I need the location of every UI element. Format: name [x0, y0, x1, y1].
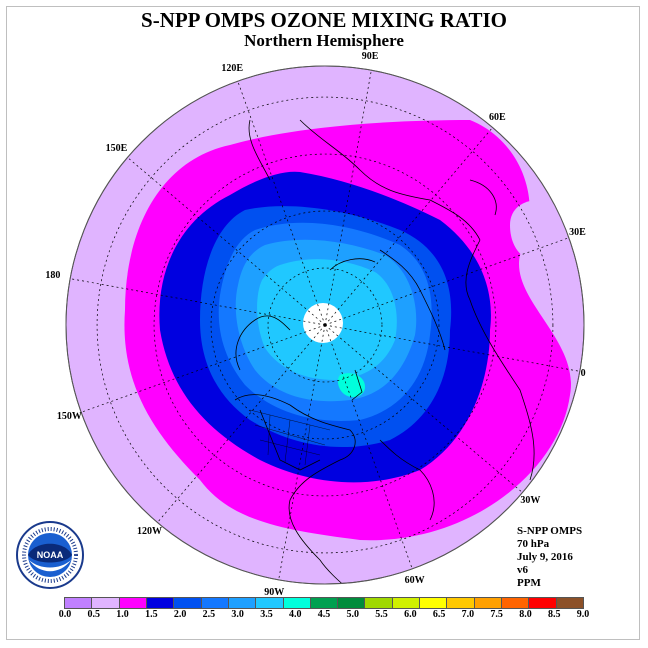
map-subtitle: Northern Hemisphere — [244, 31, 404, 50]
colorbar-tick-label: 8.0 — [519, 609, 532, 620]
polar-no-data — [303, 303, 343, 343]
latitude-circle — [96, 96, 554, 554]
info-date: July 9, 2016 — [517, 551, 573, 563]
meridian-line — [81, 324, 326, 413]
info-version: v6 — [517, 564, 528, 576]
colorbar-tick-label: 3.0 — [231, 609, 244, 620]
meridian-line — [237, 81, 326, 326]
colorbar-tick-label: 9.0 — [576, 609, 590, 620]
info-product: S-NPP OMPS — [517, 525, 583, 537]
coastlines — [234, 119, 535, 584]
longitude-label: 90W — [264, 586, 285, 598]
longitude-label: 30E — [569, 227, 586, 239]
meridian-line — [324, 127, 493, 326]
colorbar-tick-label: 1.5 — [145, 609, 158, 620]
colorbar-ticks: 0.0 0.5 1.0 1.5 2.0 2.5 3.0 3.5 4.0 4.5 5.0 5.5 6.0 6… — [0, 609, 648, 623]
colorbar-tick-label: 5.5 — [375, 609, 388, 620]
longitude-label: 150E — [105, 143, 128, 155]
meridian-line — [157, 324, 326, 523]
colorbar-tick-label: 3.5 — [260, 609, 273, 620]
longitude-label: 120E — [221, 62, 244, 74]
longitude-label: 120W — [137, 526, 163, 538]
latitude-circle — [267, 267, 383, 383]
colorbar-swatch — [256, 598, 284, 608]
meridian-line — [127, 157, 326, 326]
longitude-label: 180 — [45, 270, 61, 282]
colorbar-swatch — [392, 598, 421, 608]
map-title: S-NPP OMPS OZONE MIXING RATIO — [141, 8, 507, 32]
colorbar-swatch — [283, 598, 311, 608]
info-level: 70 hPa — [517, 538, 550, 550]
longitude-label: 60E — [488, 111, 506, 123]
colorbar-swatch — [119, 598, 147, 608]
graticule — [70, 70, 580, 580]
info-block: S-NPP OMPS 70 hPa July 9, 2016 v6 PPM — [517, 525, 582, 590]
colorbar-swatch — [201, 598, 229, 608]
meridian-line — [278, 324, 326, 580]
colorbar-tick-label: 0.0 — [58, 609, 72, 620]
colorbar-tick-label: 5.0 — [346, 609, 360, 620]
colorbar-tick-label: 2.0 — [173, 609, 187, 620]
colorbar-swatch — [310, 598, 339, 608]
latitude-circle — [210, 210, 440, 440]
meridian-line — [324, 324, 580, 372]
colorbar-swatch — [556, 598, 583, 608]
colorbar-swatch — [365, 598, 393, 608]
longitude-label: 60W — [404, 575, 425, 587]
colorbar-tick-label: 4.5 — [317, 609, 331, 620]
globe-border — [65, 65, 585, 585]
logo-text: NOAA — [37, 550, 64, 560]
figure-frame — [6, 6, 640, 640]
meridian-line — [70, 278, 326, 326]
meridian-line — [324, 70, 372, 326]
longitude-label: 30W — [520, 494, 541, 506]
longitude-label: 0 — [580, 367, 586, 379]
colorbar-swatch — [529, 598, 557, 608]
colorbar-swatch — [174, 598, 202, 608]
colorbar-tick-label: 7.5 — [490, 609, 503, 620]
info-units: PPM — [517, 577, 541, 589]
meridian-line — [324, 324, 413, 569]
colorbar-swatch — [228, 598, 257, 608]
colorbar-tick-label: 6.0 — [404, 609, 417, 620]
longitude-label: 150W — [56, 410, 82, 422]
colorbar-swatch — [420, 598, 448, 608]
colorbar-tick-label: 1.0 — [116, 609, 129, 620]
colorbar-tick-label: 6.5 — [432, 609, 446, 620]
colorbar-swatch — [474, 598, 502, 608]
us-state-borders — [249, 409, 331, 466]
contour-high-blob — [510, 200, 568, 265]
noaa-logo-icon: NOAA — [16, 521, 84, 589]
colorbar-swatch — [146, 598, 175, 608]
colorbar-swatch — [92, 598, 120, 608]
meridian-line — [324, 324, 523, 493]
colorbar-tick-label: 2.5 — [202, 609, 216, 620]
longitude-label: 90E — [361, 51, 379, 63]
ozone-contours — [124, 120, 571, 541]
colorbar-swatch — [447, 598, 475, 608]
colorbar-tick-label: 7.0 — [461, 609, 475, 620]
colorbar-tick-label: 0.5 — [87, 609, 101, 620]
colorbar-swatch — [65, 598, 93, 608]
meridian-line — [324, 237, 569, 326]
colorbar-swatch — [338, 598, 366, 608]
colorbar-swatch — [502, 598, 530, 608]
colorbar-tick-label: 4.0 — [288, 609, 302, 620]
colorbar — [64, 597, 584, 609]
colorbar-tick-label: 8.5 — [547, 609, 561, 620]
latitude-circle — [153, 153, 497, 497]
